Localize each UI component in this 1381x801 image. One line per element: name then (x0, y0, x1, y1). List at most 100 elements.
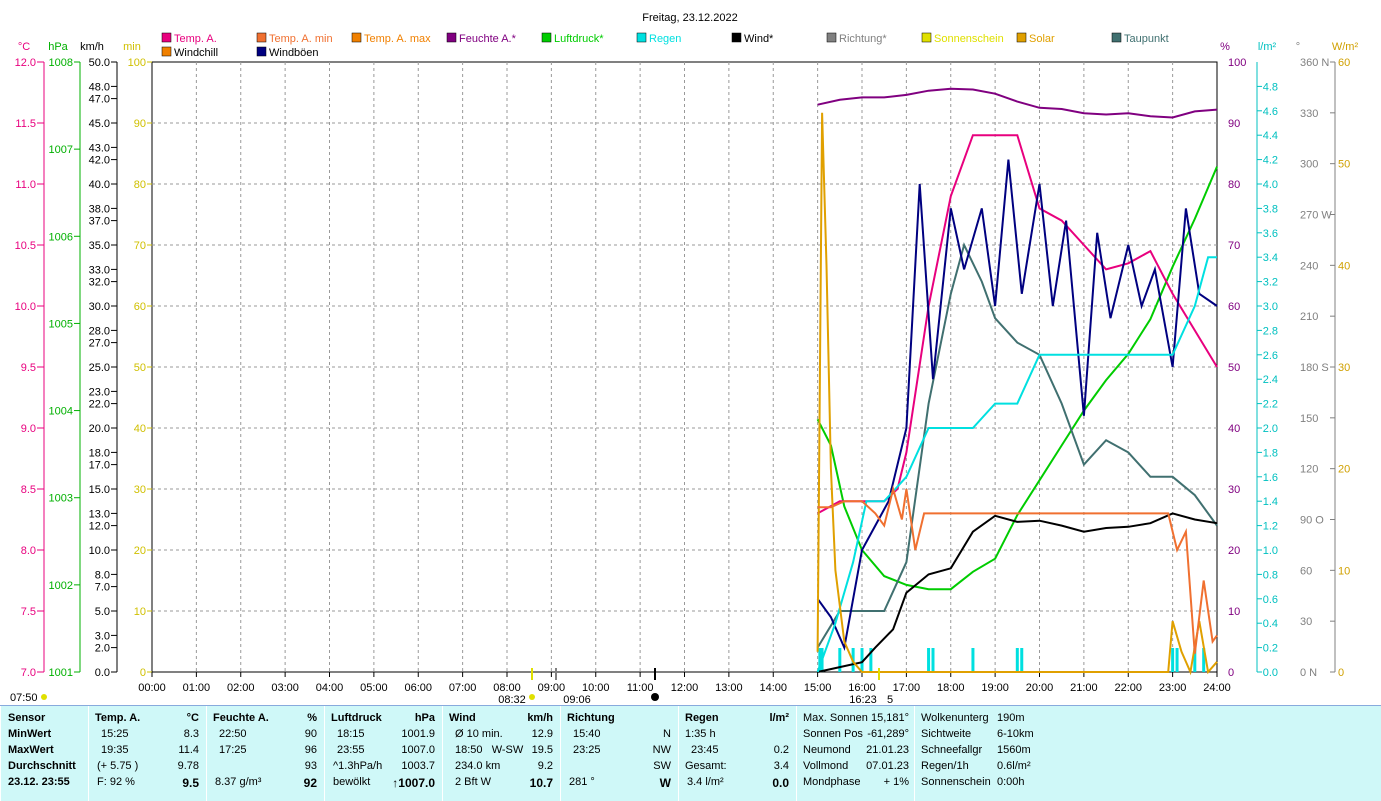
legend-swatch (1111, 32, 1122, 43)
axis-tick-kmh: 37.0 (89, 216, 110, 228)
axis-tick-deg: 90 O (1300, 515, 1324, 527)
axis-tick-lm2: 4.4 (1263, 130, 1278, 142)
x-tick-label: 19:00 (981, 682, 1009, 694)
axis-tick-lm2: 1.8 (1263, 447, 1278, 459)
axis-tick-kmh: 48.0 (89, 81, 110, 93)
axis-tick-kmh: 18.0 (89, 447, 110, 459)
rain-bar (1171, 648, 1175, 672)
stats-clouds-label: Regen/1h (921, 760, 969, 772)
axis-tick-lm2: 0.8 (1263, 569, 1278, 581)
axis-tick-temp: 10.5 (15, 240, 36, 252)
stats-wind-column: Wind km/h Ø 10 min. 12.9 18:50 W-SW 19.5… (442, 706, 561, 801)
x-tick-label: 06:00 (404, 682, 432, 694)
axis-tick-temp: 7.0 (21, 667, 36, 679)
axis-tick-lm2: 2.4 (1263, 374, 1278, 386)
axis-tick-min: 10 (134, 606, 146, 618)
axis-tick-kmh: 35.0 (89, 240, 110, 252)
x-tick-label: 21:00 (1070, 682, 1098, 694)
sunrise-label: 08:32 (498, 694, 526, 705)
axis-tick-min: 0 (140, 667, 146, 679)
stats-humidity-column: Feuchte A. % 22:50 90 17:25 96 93 8.37 g… (206, 706, 325, 801)
axis-tick-lm2: 3.6 (1263, 228, 1278, 240)
weather-chart: Freitag, 23.12.2022 Temp. A. Temp. A. min T… (10, 12, 1359, 705)
stats-wind-avg-label: Ø 10 min. (455, 728, 503, 740)
stats-direction-max-value: NW (652, 744, 671, 756)
axis-tick-temp: 8.0 (21, 545, 36, 557)
stats-rain-header: Regen (685, 712, 719, 724)
axis-tick-wm2: 40 (1338, 260, 1350, 272)
axis-tick-kmh: 40.0 (89, 179, 110, 191)
chart-title: Freitag, 23.12.2022 (642, 12, 737, 24)
stats-humidity-avg-value: 93 (304, 760, 317, 772)
x-tick-label: 13:00 (715, 682, 743, 694)
axis-tick-lm2: 0.6 (1263, 594, 1278, 606)
stats-pressure-min-value: 1001.9 (401, 728, 435, 740)
stats-wind-avg-value: 12.9 (531, 728, 553, 740)
axis-tick-min: 20 (134, 545, 146, 557)
axis-tick-lm2: 1.6 (1263, 472, 1278, 484)
axis-tick-wm2: 10 (1338, 565, 1350, 577)
x-tick-label: 10:00 (582, 682, 610, 694)
axis-tick-kmh: 5.0 (95, 606, 110, 618)
x-tick-label: 03:00 (271, 682, 299, 694)
legend-swatch (541, 32, 552, 43)
axis-tick-lm2: 4.8 (1263, 81, 1278, 93)
axis-tick-hpa: 1006 (49, 231, 73, 243)
axis-tick-lm2: 3.8 (1263, 203, 1278, 215)
legend-swatch (351, 32, 362, 43)
series-line (816, 256, 1217, 673)
stats-sun-value: 21.01.23 (866, 744, 909, 756)
x-tick-label: 00:00 (138, 682, 166, 694)
stats-direction-current-value: W (659, 776, 671, 790)
sunset-label: 16:23 (849, 694, 877, 705)
stats-humidity-absolute: 8.37 g/m³ (215, 776, 262, 788)
axis-tick-deg: 330 (1300, 108, 1318, 120)
stats-rain-column: Regen l/m² 1:35 h 23:45 0.2 Gesamt: 3.4 … (678, 706, 797, 801)
axis-tick-kmh: 13.0 (89, 508, 110, 520)
stats-rain-current-value: 0.0 (772, 776, 789, 790)
stats-clouds-column: Wolkenunterg 190m Sichtweite 6-10km Schn… (914, 706, 1035, 801)
axis-tick-lm2: 3.2 (1263, 277, 1278, 289)
stats-row-label: Durchschnitt (8, 760, 76, 772)
axis-tick-temp: 11.0 (15, 179, 36, 191)
axis-tick-pct: 80 (1228, 179, 1240, 191)
rain-bar (971, 648, 975, 672)
moon-label: 5 (887, 694, 893, 705)
stats-temp-current-value: 9.5 (182, 776, 199, 790)
stats-clouds-label: Schneefallgr (921, 744, 983, 756)
stats-sun-value: 15,181° (870, 712, 909, 724)
axis-tick-pct: 40 (1228, 423, 1240, 435)
stats-direction-header: Richtung (567, 712, 615, 724)
stats-rain-max-value: 0.2 (773, 744, 789, 756)
legend-label: Feuchte A.* (459, 33, 517, 45)
legend-swatch (161, 46, 172, 57)
x-tick-label: 04:00 (316, 682, 344, 694)
stats-temp-header: Temp. A. (95, 712, 141, 724)
stats-direction-avg-value: SW (653, 760, 671, 772)
axis-tick-hpa: 1005 (49, 318, 73, 330)
axis-unit-wm2: W/m² (1332, 41, 1359, 53)
axis-unit-lm2: l/m² (1258, 41, 1277, 53)
stats-wind-unit: km/h (527, 712, 553, 724)
axis-tick-hpa: 1002 (49, 580, 73, 592)
axis-tick-kmh: 27.0 (89, 338, 110, 350)
stats-pressure-avg-value: 1003.7 (401, 760, 435, 772)
stats-direction-min-value: N (663, 728, 671, 740)
stats-rain-max-time: 23:45 (691, 744, 719, 756)
x-tick-label: 12:00 (671, 682, 699, 694)
series-line (816, 112, 1218, 676)
time-left-label: 07:50 (10, 692, 38, 704)
stats-sun-label: Sonnen Pos (803, 728, 863, 740)
legend-swatch (826, 32, 837, 43)
stats-row-label: MaxWert (8, 744, 54, 756)
legend-label: Temp. A. min (269, 33, 333, 45)
axis-tick-lm2: 4.6 (1263, 106, 1278, 118)
stats-direction-degrees: 281 ° (569, 776, 595, 788)
rain-bar (1193, 648, 1197, 672)
axis-tick-min: 40 (134, 423, 146, 435)
x-tick-label: 07:00 (449, 682, 477, 694)
stats-clouds-label: Sonnenschein (921, 776, 991, 788)
stats-temp-avg-value: 9.78 (177, 760, 199, 772)
stats-clouds-value: 190m (997, 712, 1025, 724)
stats-sun-value: -61,289° (867, 728, 909, 740)
